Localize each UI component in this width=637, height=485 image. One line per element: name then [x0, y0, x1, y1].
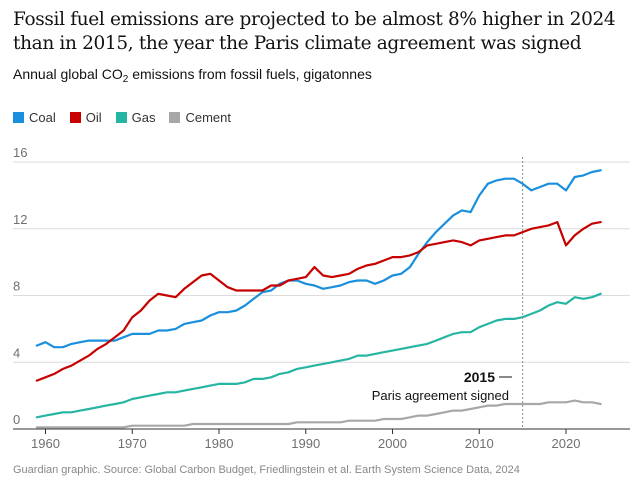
x-tick-label-1980: 1980	[205, 436, 234, 451]
annotation: 2015 Paris agreement signed	[372, 157, 524, 429]
gridlines	[13, 161, 630, 430]
legend-swatch-oil	[69, 112, 81, 123]
series-line-coal	[35, 169, 602, 349]
annotation-text: Paris agreement signed	[372, 388, 509, 403]
legend-label-gas: Gas	[131, 110, 156, 125]
legend-item-oil: Oil	[69, 110, 102, 125]
x-tick-label-1990: 1990	[291, 436, 320, 451]
legend-item-gas: Gas	[115, 110, 156, 125]
axes: 0 4 8 12 16 1960 1970 1980 1990 2000 2010 2020	[13, 145, 580, 451]
chart-legend: Coal Oil Gas Cement	[13, 110, 245, 125]
legend-swatch-gas	[115, 112, 127, 123]
y-tick-label-12: 12	[13, 212, 27, 227]
source-note: Guardian graphic. Source: Global Carbon …	[13, 464, 520, 476]
y-tick-label-0: 0	[13, 412, 20, 427]
series-line-cement	[35, 399, 602, 429]
y-tick-label-8: 8	[13, 279, 20, 294]
legend-label-coal: Coal	[29, 110, 56, 125]
legend-item-cement: Cement	[169, 110, 231, 125]
legend-label-oil: Oil	[85, 110, 102, 125]
x-tick-label-1970: 1970	[118, 436, 147, 451]
series-line-gas	[35, 292, 602, 419]
chart-title: Fossil fuel emissions are projected to b…	[13, 9, 616, 54]
series-lines	[35, 169, 602, 429]
subtitle-text-start: Annual global CO	[13, 66, 123, 82]
x-tick-label-2000: 2000	[378, 436, 407, 451]
chart-subtitle: Annual global CO2 emissions from fossil …	[13, 65, 372, 86]
y-tick-label-4: 4	[13, 345, 20, 360]
x-tick-label-1960: 1960	[31, 436, 60, 451]
x-tick-label-2020: 2020	[552, 436, 581, 451]
annotation-year: 2015	[464, 369, 495, 385]
legend-item-coal: Coal	[13, 110, 56, 125]
subtitle-subscript: 2	[122, 74, 129, 85]
legend-swatch-coal	[13, 112, 24, 123]
legend-swatch-cement	[169, 112, 181, 123]
x-tick-label-2010: 2010	[465, 436, 494, 451]
subtitle-text-end: emissions from fossil fuels, gigatonnes	[128, 66, 372, 82]
y-tick-label-16: 16	[13, 145, 27, 160]
legend-label-cement: Cement	[185, 110, 232, 125]
series-line-oil	[35, 221, 602, 382]
